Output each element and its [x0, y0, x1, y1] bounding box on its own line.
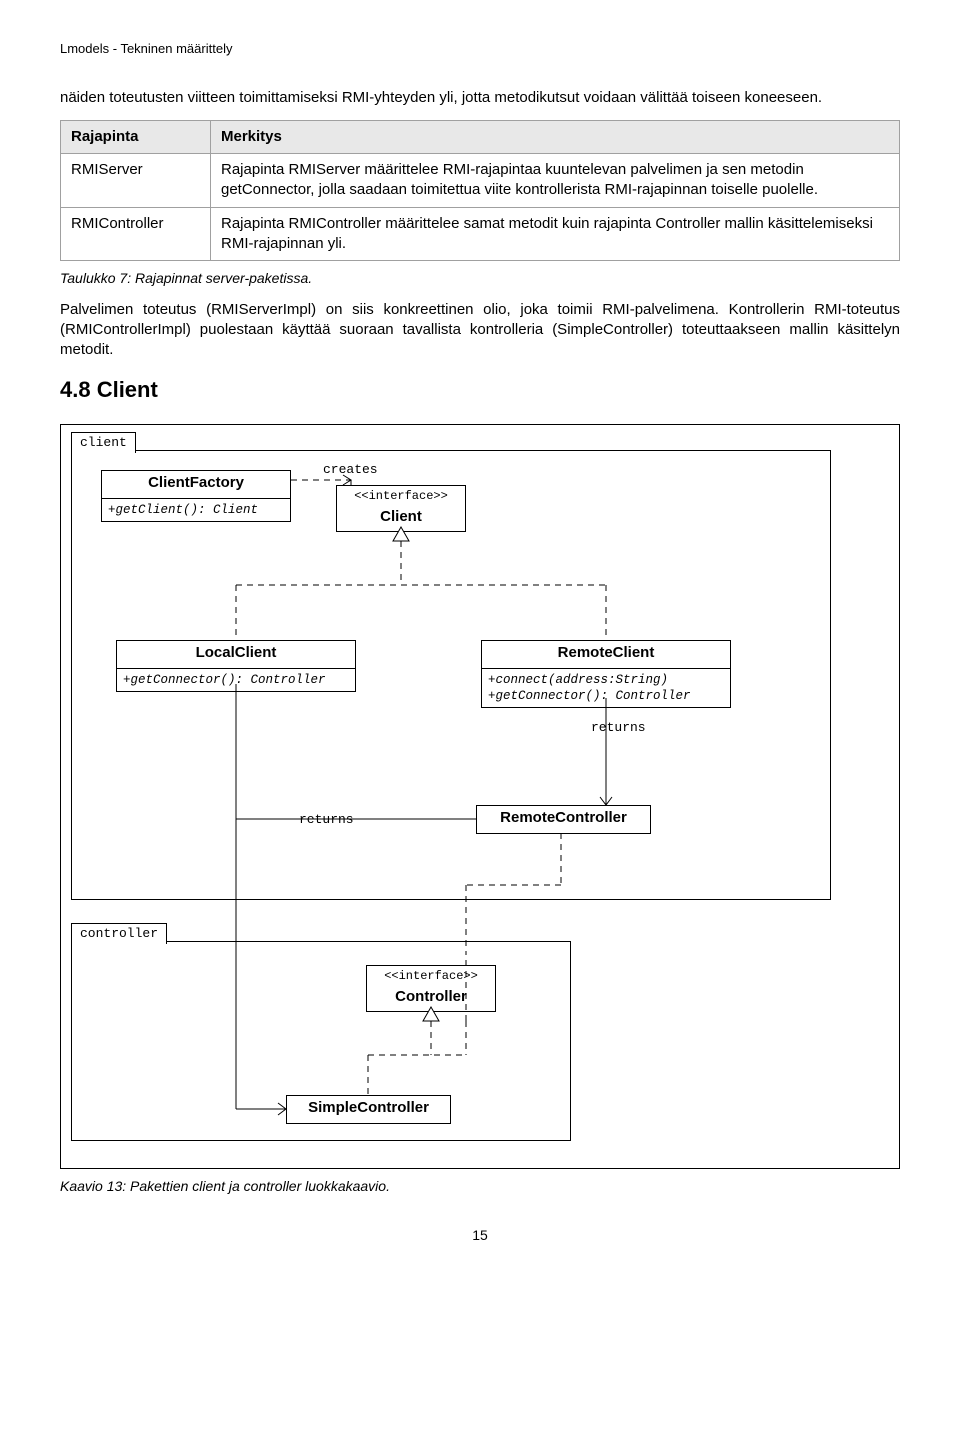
table-caption: Taulukko 7: Rajapinnat server-paketissa.: [60, 269, 900, 288]
class-client: <<interface>> Client: [336, 485, 466, 531]
package-tab: client: [71, 432, 136, 453]
class-name: SimpleController: [287, 1096, 450, 1122]
edge-label-creates: creates: [323, 461, 378, 479]
table-cell: RMIController: [61, 207, 211, 261]
edge-label-returns: returns: [591, 719, 646, 737]
interface-table: Rajapinta Merkitys RMIServer Rajapinta R…: [60, 120, 900, 261]
section-heading: 4.8 Client: [60, 375, 900, 405]
doc-header: Lmodels - Tekninen määrittely: [60, 40, 900, 58]
body-paragraph: Palvelimen toteutus (RMIServerImpl) on s…: [60, 300, 900, 361]
class-name: RemoteClient: [482, 641, 730, 667]
intro-paragraph: näiden toteutusten viitteen toimittamise…: [60, 88, 900, 108]
class-ops: +getClient(): Client: [102, 498, 290, 521]
class-name: Client: [337, 505, 465, 531]
diagram-caption: Kaavio 13: Pakettien client ja controlle…: [60, 1177, 900, 1196]
page-number: 15: [60, 1226, 900, 1245]
class-name: ClientFactory: [102, 471, 290, 497]
table-row: RMIServer Rajapinta RMIServer määrittele…: [61, 154, 900, 208]
class-simplecontroller: SimpleController: [286, 1095, 451, 1123]
class-ops: +getConnector(): Controller: [117, 668, 355, 691]
class-remotecontroller: RemoteController: [476, 805, 651, 833]
class-name: RemoteController: [477, 806, 650, 832]
class-clientfactory: ClientFactory +getClient(): Client: [101, 470, 291, 522]
package-tab: controller: [71, 923, 167, 944]
class-name: Controller: [367, 985, 495, 1011]
table-cell: Rajapinta RMIController määrittelee sama…: [211, 207, 900, 261]
edge-label-returns: returns: [299, 811, 354, 829]
table-header-cell: Merkitys: [211, 120, 900, 153]
table-header-cell: Rajapinta: [61, 120, 211, 153]
class-stereotype: <<interface>>: [337, 486, 465, 504]
table-cell: Rajapinta RMIServer määrittelee RMI-raja…: [211, 154, 900, 208]
class-ops: +connect(address:String) +getConnector()…: [482, 668, 730, 708]
class-controller: <<interface>> Controller: [366, 965, 496, 1011]
table-cell: RMIServer: [61, 154, 211, 208]
table-header-row: Rajapinta Merkitys: [61, 120, 900, 153]
class-localclient: LocalClient +getConnector(): Controller: [116, 640, 356, 692]
uml-diagram: client controller ClientFactory +getClie…: [60, 424, 900, 1169]
class-remoteclient: RemoteClient +connect(address:String) +g…: [481, 640, 731, 708]
table-row: RMIController Rajapinta RMIController mä…: [61, 207, 900, 261]
class-name: LocalClient: [117, 641, 355, 667]
class-op: +connect(address:String): [488, 672, 724, 688]
class-stereotype: <<interface>>: [367, 966, 495, 984]
class-op: +getConnector(): Controller: [488, 688, 724, 704]
